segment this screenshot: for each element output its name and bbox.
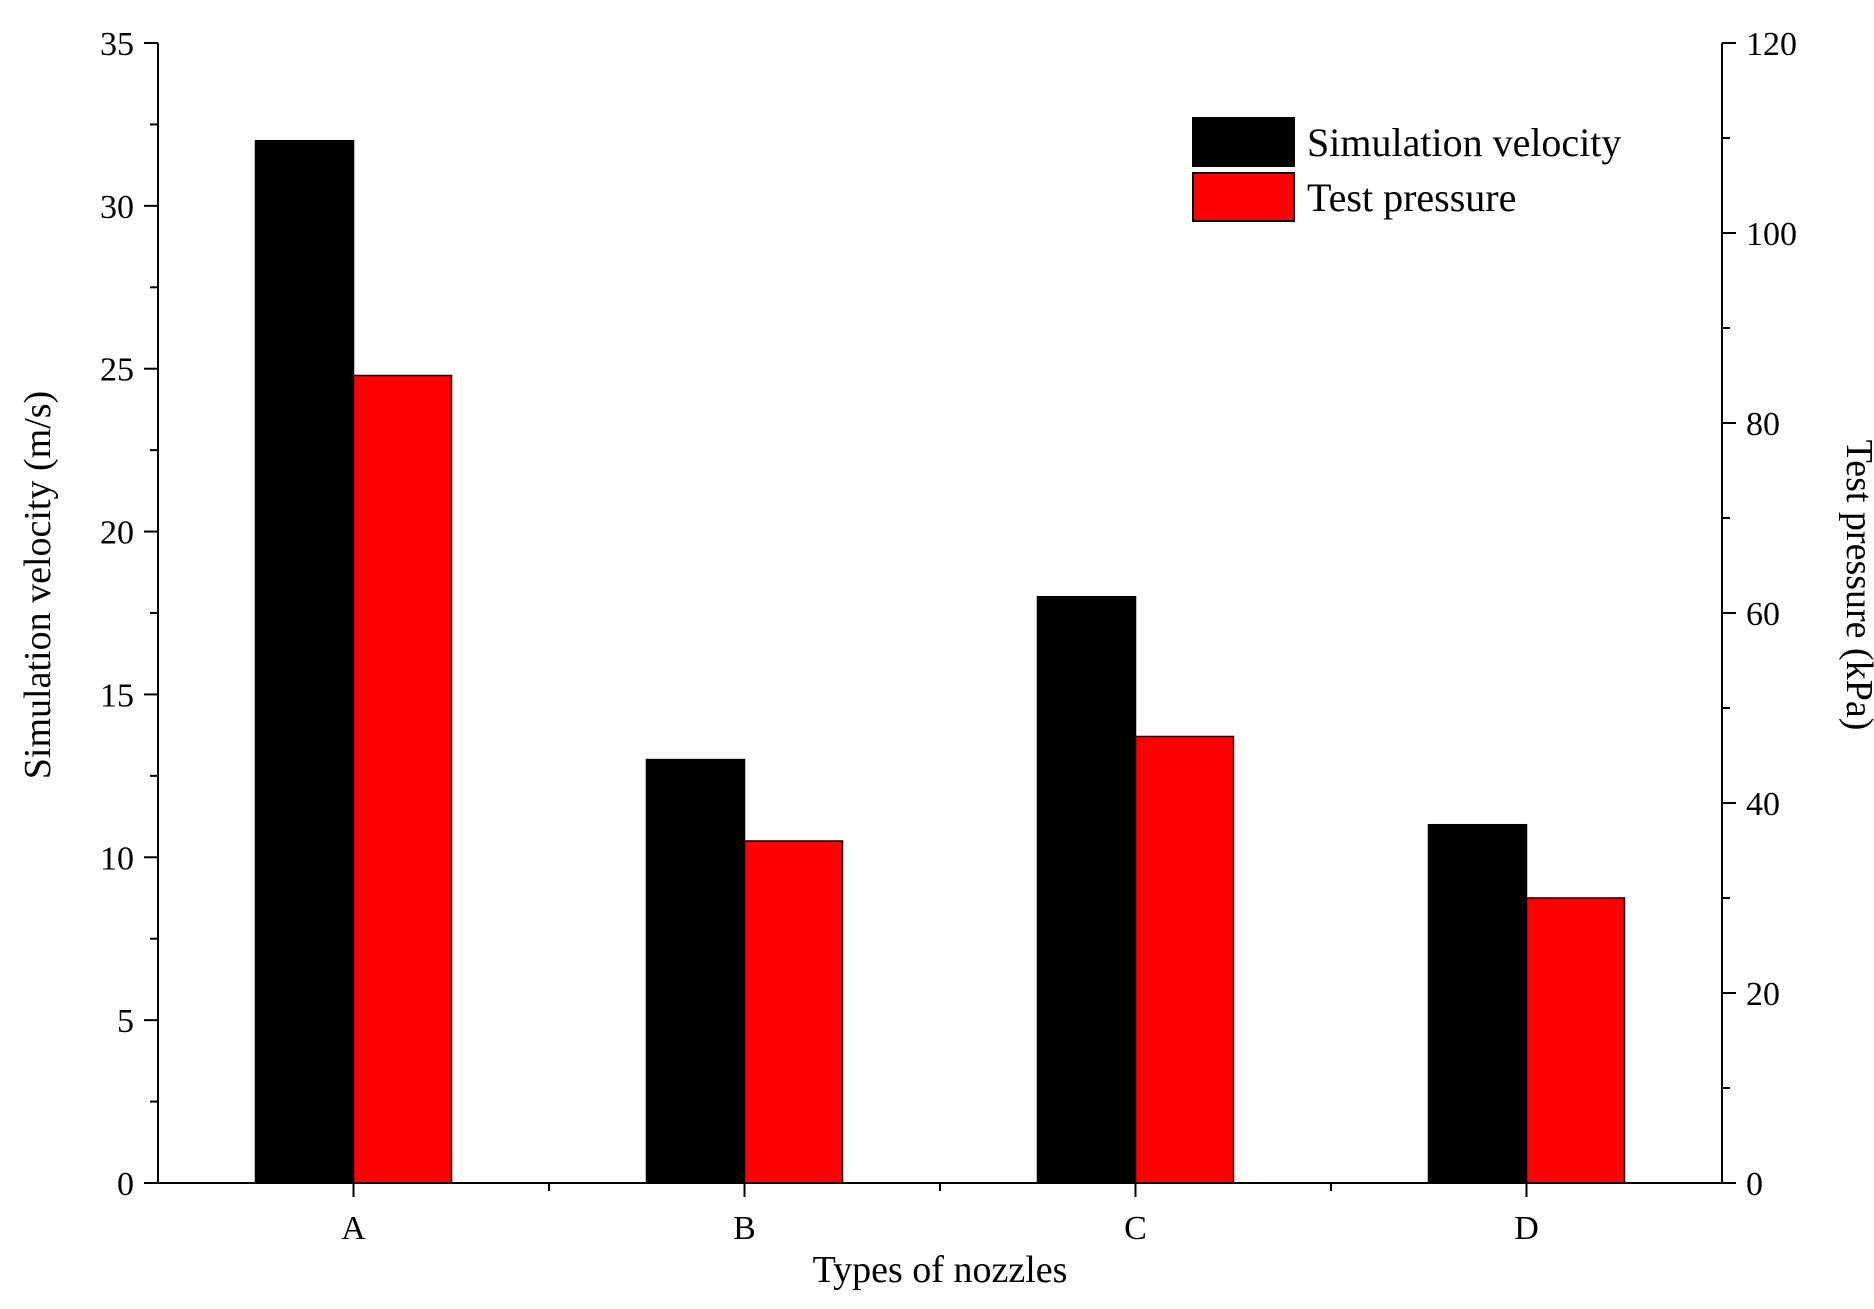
x-tick-label: D xyxy=(1514,1210,1539,1247)
x-tick-label: B xyxy=(733,1210,756,1247)
y-tick-label: 35 xyxy=(100,26,134,63)
legend-swatch-test-pressure xyxy=(1192,172,1295,222)
x-tick-label: C xyxy=(1124,1210,1147,1247)
legend: Simulation velocity Test pressure xyxy=(1192,117,1621,222)
bar-simulation-velocity-c xyxy=(1036,595,1137,1184)
y2-tick-label: 60 xyxy=(1746,596,1780,633)
bars xyxy=(254,139,1626,1184)
bar-test-pressure-b xyxy=(743,840,844,1184)
bar-test-pressure-a xyxy=(352,374,453,1184)
y2-tick-label: 120 xyxy=(1746,26,1797,63)
y2-tick-label: 0 xyxy=(1746,1166,1763,1203)
y2-tick-label: 100 xyxy=(1746,216,1797,253)
y2-tick-label: 40 xyxy=(1746,786,1780,823)
y-tick-label: 25 xyxy=(100,352,134,389)
legend-label-simulation-velocity: Simulation velocity xyxy=(1307,120,1621,165)
y-tick-label: 10 xyxy=(100,840,134,877)
bar-test-pressure-c xyxy=(1134,735,1235,1184)
y-tick-label: 20 xyxy=(100,515,134,552)
y-tick-label: 5 xyxy=(117,1003,134,1040)
legend-swatch-simulation-velocity xyxy=(1192,117,1295,167)
y2-tick-label: 80 xyxy=(1746,406,1780,443)
y-tick-label: 0 xyxy=(117,1166,134,1203)
y2-tick-label: 20 xyxy=(1746,976,1780,1013)
x-axis-title: Types of nozzles xyxy=(813,1249,1068,1291)
legend-label-test-pressure: Test pressure xyxy=(1307,175,1516,220)
y2-axis-title: Test pressure (kPa) xyxy=(1838,440,1874,731)
ticks: 0 5 10 15 20 25 30 35 0 20 40 60 80 100 120 A B C D xyxy=(100,26,1797,1247)
x-tick-label: A xyxy=(341,1210,366,1247)
y-axis-title: Simulation velocity (m/s) xyxy=(17,391,59,779)
bar-simulation-velocity-d xyxy=(1427,823,1528,1184)
bar-simulation-velocity-b xyxy=(645,758,746,1184)
y-tick-label: 30 xyxy=(100,189,134,226)
bar-simulation-velocity-a xyxy=(254,139,355,1184)
y-tick-label: 15 xyxy=(100,677,134,714)
bar-test-pressure-d xyxy=(1525,897,1626,1184)
